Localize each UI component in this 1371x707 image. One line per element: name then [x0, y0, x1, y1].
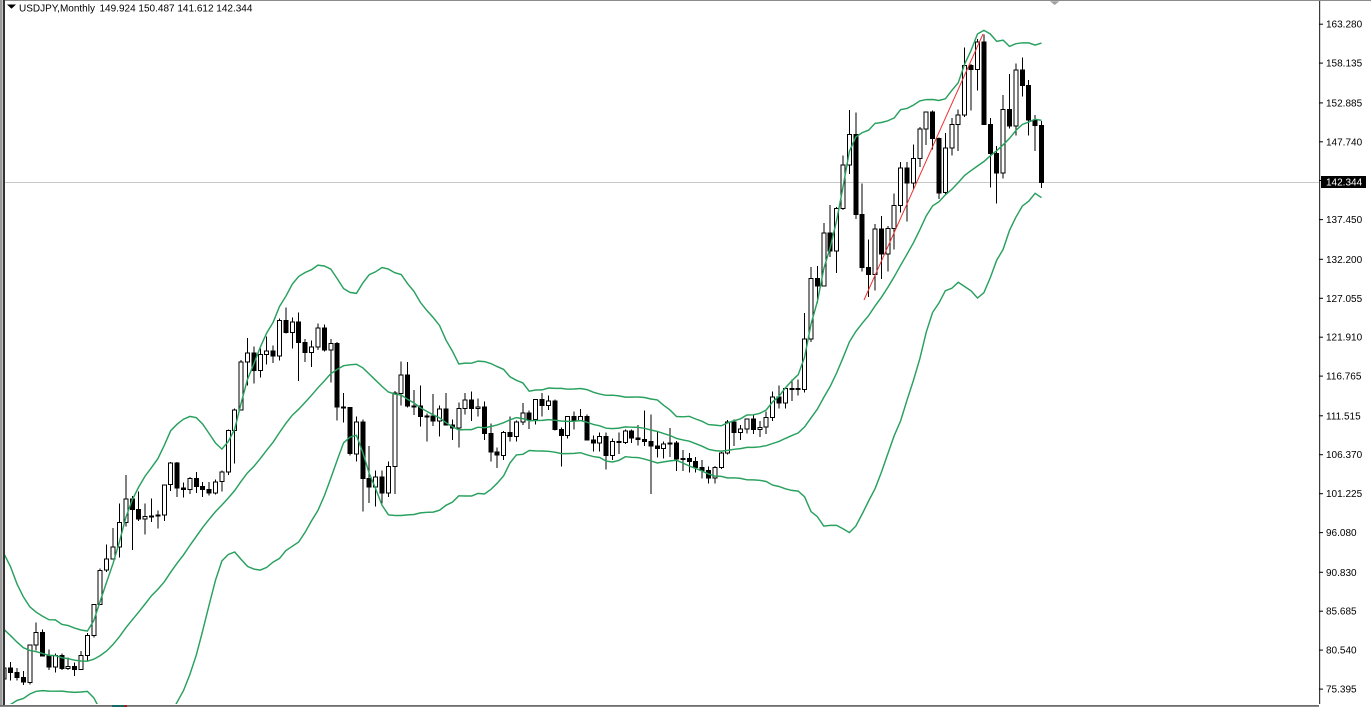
svg-text:142.344: 142.344 — [1326, 178, 1363, 189]
svg-text:132.200: 132.200 — [1326, 255, 1363, 266]
svg-text:90.830: 90.830 — [1326, 568, 1357, 579]
svg-text:106.370: 106.370 — [1326, 450, 1363, 461]
svg-text:85.685: 85.685 — [1326, 607, 1357, 618]
svg-text:163.280: 163.280 — [1326, 20, 1363, 31]
svg-text:127.055: 127.055 — [1326, 294, 1363, 305]
svg-text:149.924 150.487 141.612 142.34: 149.924 150.487 141.612 142.344 — [100, 4, 253, 15]
svg-text:80.540: 80.540 — [1326, 646, 1357, 657]
svg-text:101.225: 101.225 — [1326, 489, 1363, 500]
svg-text:75.395: 75.395 — [1326, 685, 1357, 696]
svg-text:158.135: 158.135 — [1326, 59, 1363, 70]
svg-text:152.885: 152.885 — [1326, 98, 1363, 109]
svg-text:111.515: 111.515 — [1326, 411, 1361, 422]
svg-text:96.080: 96.080 — [1326, 528, 1357, 539]
svg-text:121.910: 121.910 — [1326, 333, 1363, 344]
svg-text:116.765: 116.765 — [1326, 372, 1362, 383]
svg-text:USDJPY,Monthly: USDJPY,Monthly — [19, 4, 95, 15]
svg-text:147.740: 147.740 — [1326, 137, 1363, 148]
svg-text:137.450: 137.450 — [1326, 215, 1363, 226]
